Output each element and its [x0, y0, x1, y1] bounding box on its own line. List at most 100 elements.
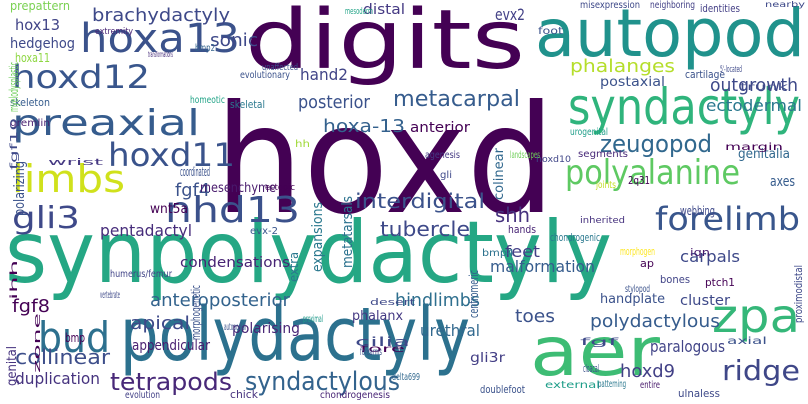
- word: tetrapods: [110, 368, 232, 396]
- word: cilia: [355, 335, 410, 349]
- word: anteroposterior: [150, 290, 291, 311]
- word: hoxd: [215, 74, 555, 248]
- word: 2q31: [628, 174, 650, 187]
- word: handplate: [600, 292, 665, 307]
- word: iqn: [690, 246, 710, 259]
- word: proximodistal: [792, 265, 805, 323]
- word: trunk: [740, 82, 788, 93]
- word: postaxial: [600, 75, 665, 90]
- word: ectodermal: [706, 96, 802, 115]
- word: gli: [440, 170, 452, 181]
- word: metacarpal: [393, 87, 520, 112]
- word: hand2: [300, 65, 348, 84]
- word: foot: [538, 26, 563, 37]
- word: mesenchyme: [200, 181, 276, 196]
- word: ulnaless: [678, 387, 720, 400]
- word: synpolydactyly: [5, 203, 612, 303]
- word: webbing: [680, 204, 715, 218]
- word: bmp4: [482, 248, 514, 259]
- word: chondrogenesis: [320, 390, 390, 401]
- word: extremity: [95, 27, 134, 37]
- word: evx-2: [250, 226, 278, 237]
- word: shh: [495, 203, 530, 227]
- word: expansions: [310, 202, 326, 272]
- word: fgf4: [175, 180, 210, 201]
- word: nhd13: [165, 190, 300, 231]
- word: colinear: [492, 147, 507, 200]
- word: evolution: [125, 390, 160, 401]
- word: hh: [295, 139, 310, 150]
- word: preaxial: [12, 103, 200, 144]
- word: feet: [505, 242, 540, 261]
- word: joints: [595, 180, 616, 191]
- word: hedgehog: [10, 36, 75, 52]
- word: posterior: [298, 92, 371, 113]
- word: fgf: [580, 337, 619, 348]
- word: vertebrate: [100, 290, 120, 301]
- word: phalanges: [570, 56, 675, 77]
- word: axial: [727, 336, 767, 347]
- word: desert: [370, 298, 416, 308]
- word: ihh: [9, 260, 20, 300]
- word: polydactyly: [120, 292, 470, 378]
- word: paralogous: [650, 337, 725, 356]
- word: doublefoot: [480, 383, 526, 396]
- word: external: [545, 380, 600, 391]
- word: delta699: [392, 372, 420, 383]
- word: polarizing: [12, 161, 28, 216]
- word: urethral: [420, 321, 480, 340]
- word: fore: [360, 344, 405, 355]
- word: hoxa-13: [323, 116, 405, 137]
- word: landscapes: [510, 150, 540, 161]
- word: hoxd11: [108, 136, 235, 174]
- word: appendicular: [132, 338, 210, 354]
- word: malformation: [490, 257, 595, 276]
- word: segments: [578, 149, 628, 160]
- word: wrist: [48, 158, 104, 168]
- word: hindlimbs: [395, 290, 480, 311]
- word: urogenital: [570, 127, 608, 138]
- word: bud: [38, 313, 110, 362]
- word: proximal: [303, 314, 323, 325]
- word: tubercle: [380, 217, 470, 241]
- word: toes: [515, 306, 555, 327]
- word: bmp: [65, 331, 85, 345]
- word: margin: [725, 142, 783, 153]
- word: aer: [530, 313, 660, 392]
- word: neighboring: [650, 0, 695, 11]
- word: patterning: [598, 379, 626, 390]
- word: hoxa13: [80, 16, 240, 62]
- word: gremlin: [10, 118, 50, 129]
- word: genitalia: [738, 147, 790, 162]
- word: forearms: [360, 347, 382, 358]
- word: fgf8: [12, 296, 50, 317]
- word: brachydactyly: [92, 5, 230, 26]
- word: sonic: [210, 30, 258, 51]
- word: condensations: [180, 255, 290, 271]
- word: hoxa11: [15, 51, 50, 65]
- word: metatarsals: [340, 196, 356, 268]
- word: morphogenetic: [189, 285, 203, 340]
- word: identities: [700, 2, 740, 15]
- word: polydactylous: [590, 311, 720, 332]
- word: forelimb: [655, 200, 800, 238]
- word: zone: [33, 312, 43, 373]
- word: cloacal: [583, 362, 599, 375]
- word: autopodial: [224, 322, 246, 333]
- word: bmp2: [195, 43, 215, 54]
- word: cluster: [680, 293, 730, 309]
- word: apical: [130, 313, 190, 334]
- word: homeotic: [190, 95, 225, 106]
- word: distal: [363, 2, 405, 18]
- word: skeletal: [230, 98, 265, 111]
- word: stylopod: [625, 284, 650, 295]
- word: autopod: [535, 0, 805, 72]
- word: phalanx: [352, 309, 403, 324]
- word: bones: [660, 273, 690, 286]
- word: chick: [230, 388, 259, 401]
- word: centromeric: [467, 270, 481, 318]
- word: agenesis: [425, 150, 460, 161]
- word: myelodysplastic: [7, 62, 21, 112]
- word: misexpression: [580, 0, 640, 11]
